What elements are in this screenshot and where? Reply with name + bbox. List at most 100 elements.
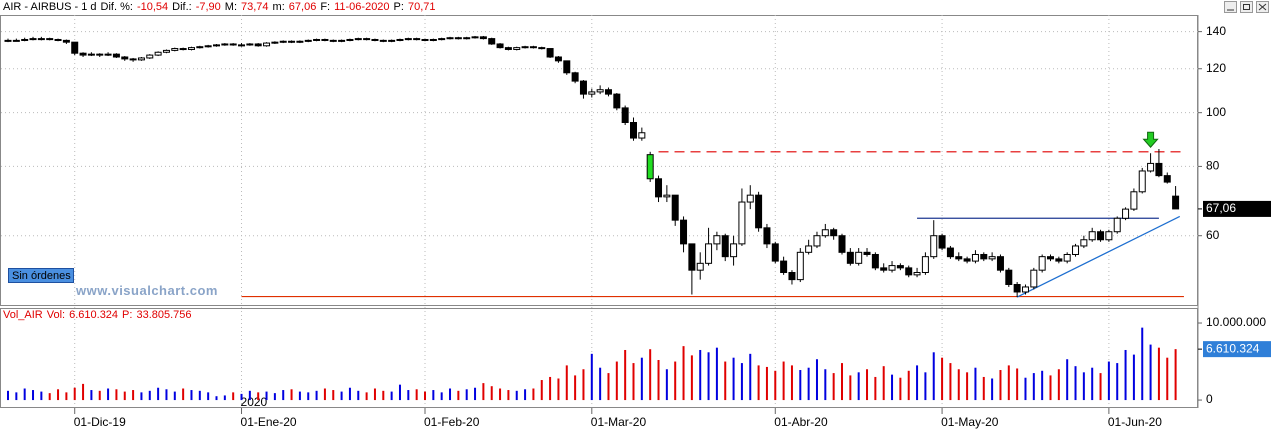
candle-body: [871, 253, 879, 269]
candle-body: [438, 38, 446, 41]
candle-body: [638, 132, 646, 139]
candle-body: [763, 227, 771, 245]
volume-bar: [198, 390, 201, 401]
maximize-button[interactable]: [1240, 1, 1253, 13]
volume-bar: [290, 389, 293, 401]
minimize-button[interactable]: [1224, 1, 1237, 13]
candle-body: [988, 256, 996, 260]
volume-bar: [790, 365, 793, 401]
volume-bar: [1157, 347, 1160, 401]
volume-bar: [1041, 370, 1044, 401]
volume-bar: [699, 349, 702, 401]
x-tick-label: 01-Feb-20: [424, 415, 480, 429]
candle-body: [79, 52, 87, 56]
candle-body: [304, 39, 312, 42]
volume-bar: [924, 372, 927, 401]
candle-body: [162, 49, 170, 53]
volume-bar: [207, 392, 210, 401]
last-value-box: [1203, 341, 1271, 358]
candle-body: [104, 53, 112, 56]
candle-body: [938, 235, 946, 249]
header-label: F:: [320, 1, 331, 13]
candle-body: [1105, 231, 1113, 241]
volume-bar: [357, 390, 360, 401]
volume-bar: [841, 363, 843, 401]
candle-body: [1055, 258, 1063, 262]
volume-bar: [557, 378, 560, 401]
volume-bar: [866, 369, 869, 401]
volume-bar: [348, 387, 351, 401]
volume-bar: [749, 353, 752, 401]
volume-bar: [157, 387, 160, 401]
candle-body: [529, 46, 537, 49]
candle-body: [1122, 208, 1130, 219]
candle-body: [213, 44, 220, 47]
header-value: 6.610.324: [69, 309, 119, 321]
candle-body: [680, 219, 688, 245]
candle-body: [1130, 191, 1138, 210]
volume-bar: [90, 390, 93, 401]
volume-bar: [23, 388, 26, 401]
candle-body: [146, 54, 154, 59]
volume-bar: [424, 391, 426, 401]
candle-body: [604, 89, 612, 95]
candle-body: [1072, 245, 1080, 255]
header-label: P:: [122, 309, 133, 321]
candle-body: [288, 40, 296, 43]
trend-line: [1016, 215, 1181, 298]
candle-body: [296, 40, 304, 43]
header-label: Dif.:: [172, 1, 192, 13]
volume-bar: [440, 392, 443, 401]
volume-bar: [966, 372, 969, 401]
volume-bar: [382, 390, 385, 401]
candle-body: [1021, 286, 1029, 293]
candle-body: [1147, 162, 1155, 172]
candle-body: [1097, 231, 1105, 241]
volume-bar: [1066, 359, 1069, 401]
candle-body: [346, 38, 354, 41]
candle-body: [154, 51, 162, 56]
volume-bar: [590, 353, 593, 401]
window-buttons[interactable]: [1224, 1, 1269, 13]
volume-bar: [373, 388, 376, 401]
volume-bar: [1016, 368, 1019, 401]
volume-bar: [949, 363, 952, 401]
candle-body: [888, 265, 896, 271]
candle-body: [96, 53, 104, 56]
candle-body: [755, 194, 763, 229]
volume-bar: [57, 389, 60, 401]
x-tick-label: 01-May-20: [941, 415, 999, 429]
status-label[interactable]: Sin órdenes: [8, 268, 74, 283]
candle-body: [1088, 231, 1096, 241]
volume-bar: [140, 392, 143, 401]
symbol: AIR - AIRBUS - 1 d: [3, 1, 97, 13]
candle-body: [504, 47, 512, 50]
candle-body: [554, 56, 562, 62]
candle-body: [671, 194, 679, 221]
volume-bar: [415, 389, 418, 401]
volume-bar: [582, 369, 585, 401]
volume-bar: [724, 361, 727, 401]
candle-body: [546, 48, 554, 58]
y-tick-label: 140: [1206, 24, 1226, 38]
volume-bar: [682, 346, 685, 401]
y-tick-label: 100: [1206, 105, 1226, 119]
candle-body: [54, 38, 62, 41]
volume-bar: [824, 369, 827, 401]
candle-body: [913, 272, 921, 276]
volume-bar: [657, 360, 660, 401]
x-tick-label: 01-Ene-20: [241, 415, 297, 429]
candle-body: [1113, 217, 1121, 233]
header-value: 11-06-2020: [334, 1, 390, 13]
candle-body: [221, 43, 229, 46]
candle-body: [321, 38, 329, 41]
volume-bar: [332, 390, 335, 401]
x-tick-label: 01-Abr-20: [774, 415, 828, 429]
volume-bar: [298, 391, 301, 401]
y-tick-label: 0: [1206, 392, 1213, 406]
volume-bar: [232, 392, 235, 401]
volume-bar: [874, 376, 877, 401]
candle-body: [538, 47, 546, 50]
volume-bar: [815, 359, 818, 401]
candle-body: [62, 39, 70, 43]
